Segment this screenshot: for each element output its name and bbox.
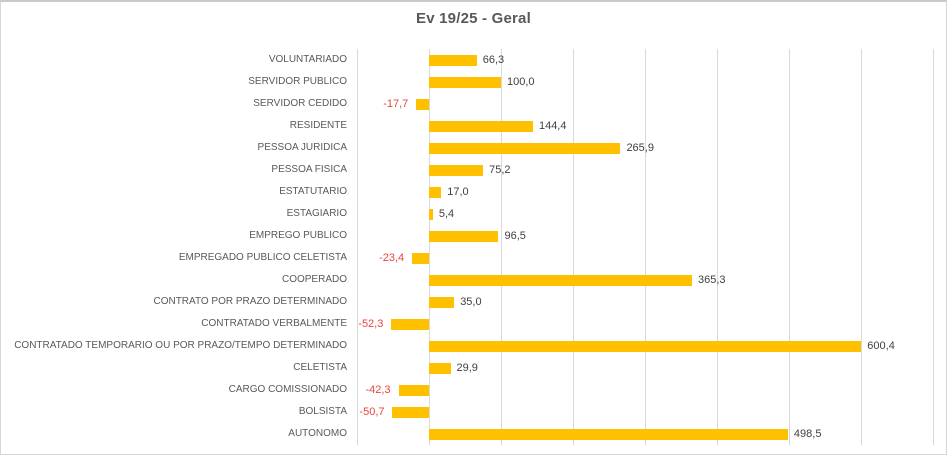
bar[interactable] <box>429 186 442 198</box>
bar-row: BOLSISTA -50,7 <box>1 401 946 423</box>
gridline <box>788 49 790 445</box>
bar[interactable] <box>429 120 533 132</box>
bar[interactable] <box>391 318 429 330</box>
bar[interactable] <box>429 164 484 176</box>
category-label: PESSOA JURIDICA <box>257 142 347 153</box>
category-label: ESTATUTARIO <box>279 186 347 197</box>
bar-row: CONTRATADO VERBALMENTE -52,3 <box>1 313 946 335</box>
bar[interactable] <box>429 296 455 308</box>
bar[interactable] <box>429 274 693 286</box>
category-label: BOLSISTA <box>298 406 347 417</box>
bar-row: SERVIDOR CEDIDO -17,7 <box>1 93 946 115</box>
gridline <box>860 49 862 445</box>
category-label: EMPREGADO PUBLICO CELETISTA <box>178 252 347 263</box>
category-label: AUTONOMO <box>288 428 347 439</box>
bar-row: CELETISTA 29,9 <box>1 357 946 379</box>
value-label: -42,3 <box>365 384 391 396</box>
gridline <box>356 49 358 445</box>
bar-row: AUTONOMO 498,5 <box>1 423 946 445</box>
bar-row: CARGO COMISSIONADO -42,3 <box>1 379 946 401</box>
category-label: SERVIDOR CEDIDO <box>253 98 347 109</box>
category-label: RESIDENTE <box>289 120 347 131</box>
value-label: 365,3 <box>698 274 726 286</box>
bar[interactable] <box>429 54 477 66</box>
bar[interactable] <box>429 142 621 154</box>
bar[interactable] <box>416 98 429 110</box>
value-label: -50,7 <box>359 406 385 418</box>
value-label: 35,0 <box>460 296 482 308</box>
category-label: SERVIDOR PUBLICO <box>248 76 347 87</box>
bar[interactable] <box>429 208 433 220</box>
value-label: 29,9 <box>456 362 478 374</box>
bar[interactable] <box>429 362 451 374</box>
value-label: 66,3 <box>482 54 505 66</box>
bar-row: COOPERADO 365,3 <box>1 269 946 291</box>
value-label: -52,3 <box>358 318 384 330</box>
bar-row: SERVIDOR PUBLICO 100,0 <box>1 71 946 93</box>
gridline <box>572 49 574 445</box>
value-label: 17,0 <box>447 186 469 198</box>
category-label: VOLUNTARIADO <box>268 54 347 65</box>
bar-row: PESSOA FISICA 75,2 <box>1 159 946 181</box>
bar-row: CONTRATADO TEMPORARIO OU POR PRAZO/TEMPO… <box>1 335 946 357</box>
gridline <box>644 49 646 445</box>
value-label: 144,4 <box>538 120 567 132</box>
bar-row: EMPREGO PUBLICO 96,5 <box>1 225 946 247</box>
bar[interactable] <box>429 340 862 352</box>
bar-row: VOLUNTARIADO 66,3 <box>1 49 946 71</box>
value-label: 600,4 <box>867 340 895 352</box>
bar[interactable] <box>429 428 788 440</box>
bar[interactable] <box>429 76 501 88</box>
category-label: CARGO COMISSIONADO <box>228 384 347 395</box>
category-label: ESTAGIARIO <box>286 208 347 219</box>
value-label: 5,4 <box>438 208 455 220</box>
value-label: -17,7 <box>383 98 409 110</box>
category-label: CONTRATADO TEMPORARIO OU POR PRAZO/TEMPO… <box>14 340 347 351</box>
value-label: 96,5 <box>504 230 526 242</box>
bar[interactable] <box>392 406 429 418</box>
value-label: 100,0 <box>507 76 535 88</box>
gridline <box>428 49 430 445</box>
bar-row: PESSOA JURIDICA 265,9 <box>1 137 946 159</box>
bar-row: EMPREGADO PUBLICO CELETISTA -23,4 <box>1 247 946 269</box>
category-label: CONTRATO POR PRAZO DETERMINADO <box>153 296 347 307</box>
chart-title: Ev 19/25 - Geral <box>416 10 531 27</box>
bar-row: ESTATUTARIO 17,0 <box>1 181 946 203</box>
bar-row: ESTAGIARIO 5,4 <box>1 203 946 225</box>
bar-row: CONTRATO POR PRAZO DETERMINADO 35,0 <box>1 291 946 313</box>
value-label: -23,4 <box>379 252 405 264</box>
value-label: 75,2 <box>489 164 511 176</box>
value-label: 265,9 <box>626 142 654 154</box>
value-label: 498,5 <box>793 428 822 440</box>
category-label: PESSOA FISICA <box>271 164 347 175</box>
bar[interactable] <box>398 384 429 396</box>
gridline <box>932 49 934 445</box>
category-label: EMPREGO PUBLICO <box>249 230 347 241</box>
category-label: COOPERADO <box>281 274 347 285</box>
gridline <box>716 49 718 445</box>
bar[interactable] <box>412 252 429 264</box>
bar[interactable] <box>429 230 499 242</box>
category-label: CELETISTA <box>293 362 347 373</box>
gridline <box>500 49 502 445</box>
bar-row: RESIDENTE 144,4 <box>1 115 946 137</box>
category-label: CONTRATADO VERBALMENTE <box>201 318 347 329</box>
